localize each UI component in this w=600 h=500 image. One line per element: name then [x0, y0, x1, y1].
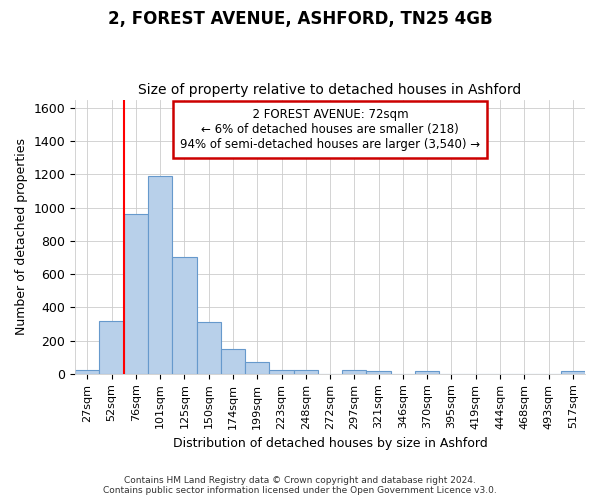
Bar: [342, 370, 367, 374]
Bar: [415, 372, 439, 374]
Bar: [269, 370, 293, 374]
Bar: [197, 322, 221, 374]
Bar: [124, 214, 148, 374]
Bar: [75, 370, 100, 374]
Bar: [561, 372, 585, 374]
Text: Contains HM Land Registry data © Crown copyright and database right 2024.
Contai: Contains HM Land Registry data © Crown c…: [103, 476, 497, 495]
Bar: [367, 372, 391, 374]
Bar: [245, 362, 269, 374]
Title: Size of property relative to detached houses in Ashford: Size of property relative to detached ho…: [139, 83, 522, 97]
Y-axis label: Number of detached properties: Number of detached properties: [15, 138, 28, 335]
Bar: [172, 258, 197, 374]
X-axis label: Distribution of detached houses by size in Ashford: Distribution of detached houses by size …: [173, 437, 487, 450]
Text: 2, FOREST AVENUE, ASHFORD, TN25 4GB: 2, FOREST AVENUE, ASHFORD, TN25 4GB: [107, 10, 493, 28]
Bar: [293, 370, 318, 374]
Bar: [221, 349, 245, 374]
Bar: [148, 176, 172, 374]
Bar: [100, 322, 124, 374]
Text: 2 FOREST AVENUE: 72sqm  
← 6% of detached houses are smaller (218)
94% of semi-d: 2 FOREST AVENUE: 72sqm ← 6% of detached …: [180, 108, 480, 151]
